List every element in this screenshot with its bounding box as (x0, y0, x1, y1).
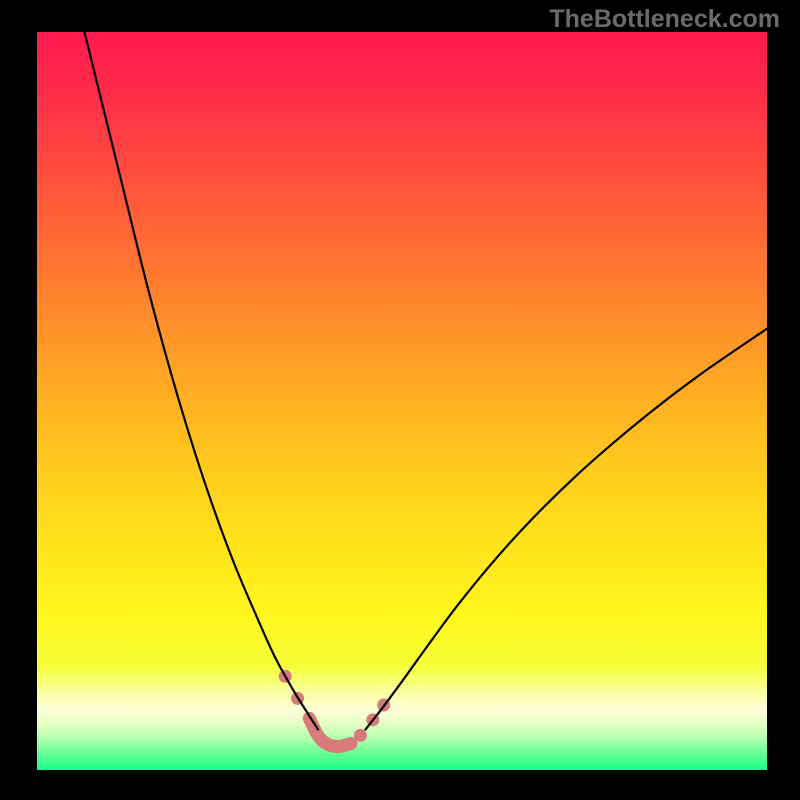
curve-left-limb (84, 32, 318, 729)
chart-svg (0, 0, 800, 800)
valley-dot-right-0 (354, 729, 367, 742)
watermark-text: TheBottleneck.com (549, 5, 780, 34)
curve-right-limb (366, 329, 768, 730)
valley-u-stroke (309, 718, 351, 746)
chart-root: TheBottleneck.com (0, 0, 800, 800)
